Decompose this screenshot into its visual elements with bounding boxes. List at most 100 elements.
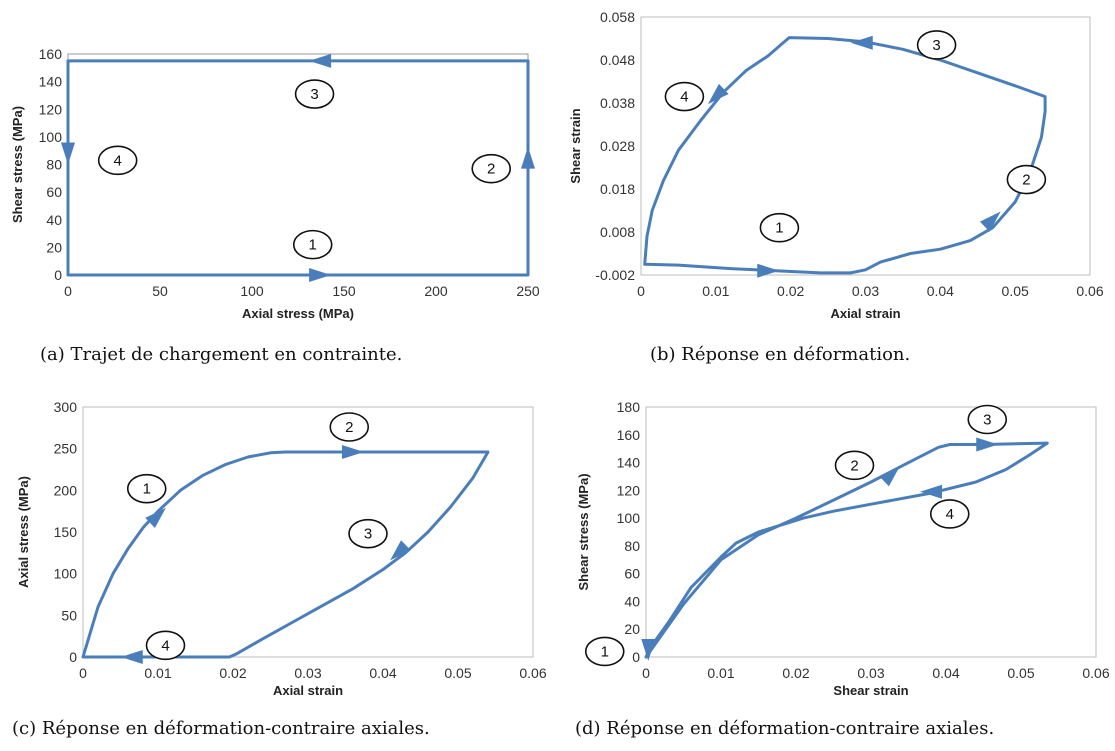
- y-tick-label: 160: [617, 427, 641, 443]
- y-tick-label: 40: [46, 212, 62, 228]
- y-tick-label: 0.028: [600, 138, 635, 154]
- y-tick-label: 120: [39, 101, 63, 117]
- y-tick-label: 100: [54, 566, 78, 582]
- plot-area: [645, 406, 1097, 658]
- step-label-circle: [145, 630, 186, 661]
- y-tick-label: 0.038: [600, 95, 635, 111]
- step-label: 1: [775, 220, 783, 237]
- x-tick-label: 0: [64, 283, 72, 299]
- y-tick-label: 0: [632, 649, 640, 665]
- y-axis-label: Shear strain: [568, 108, 583, 183]
- step-label: 2: [850, 457, 858, 474]
- direction-arrow-3: [390, 540, 411, 561]
- y-tick-label: 160: [39, 46, 63, 62]
- x-tick-label: 100: [240, 283, 264, 299]
- step-label-circle: [1006, 164, 1047, 195]
- step-label-circle: [759, 212, 800, 243]
- x-tick-label: 0.06: [1076, 283, 1103, 299]
- y-tick-label: 20: [624, 621, 640, 637]
- step-label-circle: [929, 499, 970, 529]
- step-label-circle: [294, 79, 335, 109]
- direction-arrow-3: [920, 484, 942, 499]
- x-tick-label: 0.06: [519, 665, 546, 681]
- x-tick-label: 0.05: [1007, 665, 1034, 681]
- y-tick-label: 0.048: [600, 52, 635, 68]
- y-tick-label: -0.002: [595, 267, 635, 283]
- figure-caption: (a) Trajet de chargement en contrainte.: [40, 344, 402, 365]
- y-tick-label: 0: [54, 267, 62, 283]
- x-tick-label: 0.03: [857, 665, 884, 681]
- direction-arrow-2: [979, 211, 1001, 232]
- x-tick-label: 50: [152, 283, 168, 299]
- y-tick-label: 40: [624, 593, 640, 609]
- x-tick-label: 0.03: [852, 283, 879, 299]
- y-tick-label: 60: [46, 184, 62, 200]
- x-tick-label: 0.02: [219, 665, 246, 681]
- x-tick-label: 0.01: [707, 665, 734, 681]
- y-tick-label: 120: [617, 482, 641, 498]
- step-label: 4: [680, 89, 688, 106]
- x-tick-label: 0.04: [932, 665, 959, 681]
- series-line: [66, 59, 530, 277]
- x-tick-label: 0: [79, 665, 87, 681]
- step-label: 2: [345, 419, 353, 436]
- direction-arrow-2: [976, 437, 999, 452]
- x-tick-label: 0.04: [927, 283, 954, 299]
- step-label-circle: [834, 450, 875, 481]
- y-tick-label: 0.058: [600, 9, 635, 25]
- x-axis-label: Axial strain: [273, 683, 343, 698]
- step-label: 3: [983, 412, 991, 429]
- y-tick-label: 60: [624, 566, 640, 582]
- chart-panel-1: 0 50 100 150 200 250 0 20 40 60 80 100 120 140 160 Axia…: [10, 46, 540, 365]
- step-label: 3: [364, 526, 372, 543]
- x-tick-label: 0.05: [1002, 283, 1029, 299]
- chart-panel-2: 0 0.01 0.02 0.03 0.04 0.05 0.06 -0.002 0.008 0.01…: [568, 9, 1104, 365]
- y-axis-label: Shear stress (MPa): [576, 473, 591, 590]
- step-label: 1: [309, 237, 317, 254]
- x-tick-label: 0.05: [444, 665, 471, 681]
- direction-arrow-2: [342, 445, 364, 459]
- step-label: 4: [114, 152, 122, 169]
- direction-arrow-1: [879, 466, 900, 487]
- y-tick-label: 80: [46, 157, 62, 173]
- y-tick-label: 100: [39, 129, 63, 145]
- step-label: 3: [932, 37, 940, 54]
- y-axis-label: Axial stress (MPa): [16, 476, 31, 588]
- plot-area: [640, 16, 1091, 276]
- y-tick-label: 180: [617, 399, 641, 415]
- y-tick-label: 0.018: [600, 181, 635, 197]
- x-tick-label: 0.03: [294, 665, 321, 681]
- direction-arrow-1: [309, 268, 332, 282]
- direction-arrow-4: [641, 639, 656, 662]
- direction-arrow-2: [521, 146, 535, 169]
- figure-caption: (c) Réponse en déformation-contraire axi…: [12, 718, 430, 739]
- y-axis-label: Shear stress (MPa): [10, 106, 25, 223]
- y-tick-label: 140: [617, 455, 641, 471]
- step-label: 1: [143, 481, 151, 498]
- series-line: [81, 450, 490, 659]
- x-tick-label: 0: [642, 665, 650, 681]
- y-tick-label: 0.008: [600, 224, 635, 240]
- x-tick-label: 0.01: [144, 665, 171, 681]
- direction-arrow-4: [120, 650, 143, 664]
- y-tick-label: 50: [61, 607, 77, 623]
- y-tick-label: 200: [54, 482, 78, 498]
- x-tick-label: 0.06: [1082, 665, 1109, 681]
- x-tick-label: 0: [637, 283, 645, 299]
- direction-arrow-4: [707, 83, 729, 105]
- y-tick-label: 140: [39, 74, 63, 90]
- x-tick-label: 250: [516, 283, 540, 299]
- step-label-circle: [916, 30, 957, 60]
- x-axis-label: Axial strain: [830, 306, 900, 321]
- chart-panel-3: 0 0.01 0.02 0.03 0.04 0.05 0.06 0 50 100 150 200 250…: [12, 399, 547, 739]
- step-label-circle: [967, 404, 1008, 435]
- direction-arrow-4: [61, 142, 75, 165]
- step-label: 1: [601, 643, 609, 660]
- x-tick-label: 0.02: [782, 665, 809, 681]
- direction-arrow-1: [757, 263, 780, 278]
- x-tick-label: 150: [332, 283, 356, 299]
- y-tick-label: 300: [54, 399, 78, 415]
- x-tick-label: 0.04: [369, 665, 396, 681]
- series-line: [643, 36, 1047, 275]
